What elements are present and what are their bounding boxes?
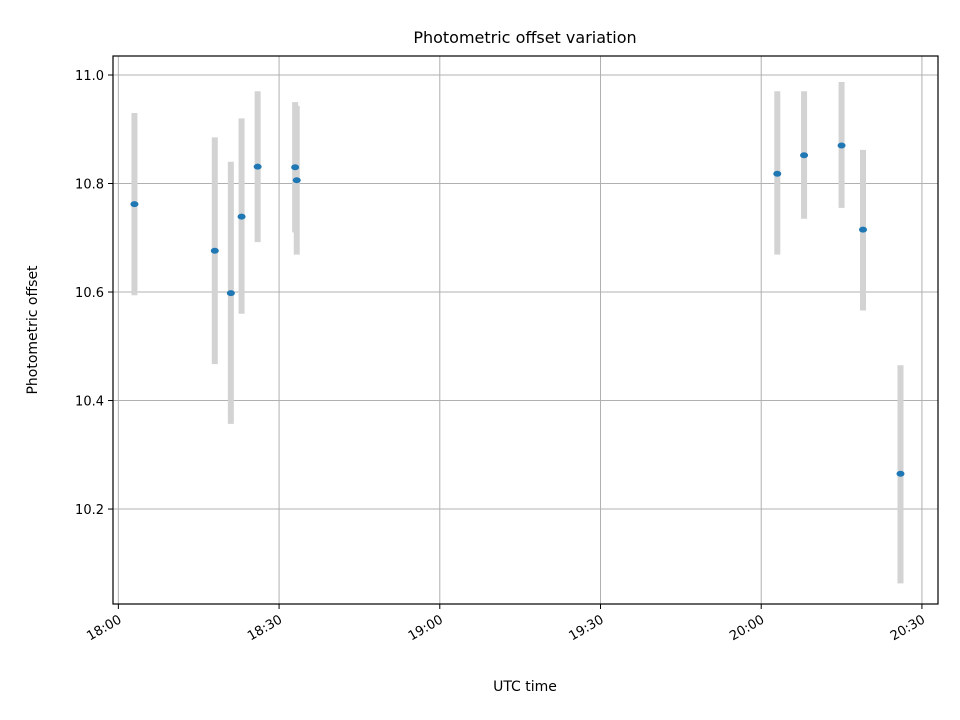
data-point [292,177,301,184]
data-point [226,290,235,297]
x-axis-label: UTC time [493,679,557,695]
data-point [291,164,300,171]
data-point [237,213,246,220]
plot-frame [112,55,939,605]
y-tick-label: 10.2 [75,503,104,518]
x-tick-label: 18:00 [84,612,124,644]
data-point [800,152,809,159]
x-tick-label: 20:30 [888,612,928,644]
x-tick-label: 19:00 [406,612,446,644]
chart-title: Photometric offset variation [413,28,636,47]
y-axis-label: Photometric offset [25,265,41,395]
data-points [130,142,905,477]
data-point [896,470,905,477]
x-tick-label: 20:00 [727,612,767,644]
data-point [210,247,219,254]
data-point [773,170,782,177]
y-tick-label: 10.6 [75,286,104,301]
data-point [253,163,262,170]
y-tick-label: 10.8 [75,178,104,193]
x-tick-label: 18:30 [245,612,285,644]
x-tick-label: 19:30 [567,612,607,644]
data-point [859,226,867,233]
data-point [837,142,846,149]
y-tick-label: 10.4 [75,395,104,410]
error-bars [131,82,904,584]
y-axis-ticks: 10.2 10.4 10.6 10.8 11.0 [75,69,113,518]
x-axis-ticks: 18:00 18:30 19:00 19:30 20:00 20:30 [84,604,928,644]
data-point [130,201,139,208]
y-tick-label: 11.0 [75,69,104,84]
grid [113,56,938,604]
